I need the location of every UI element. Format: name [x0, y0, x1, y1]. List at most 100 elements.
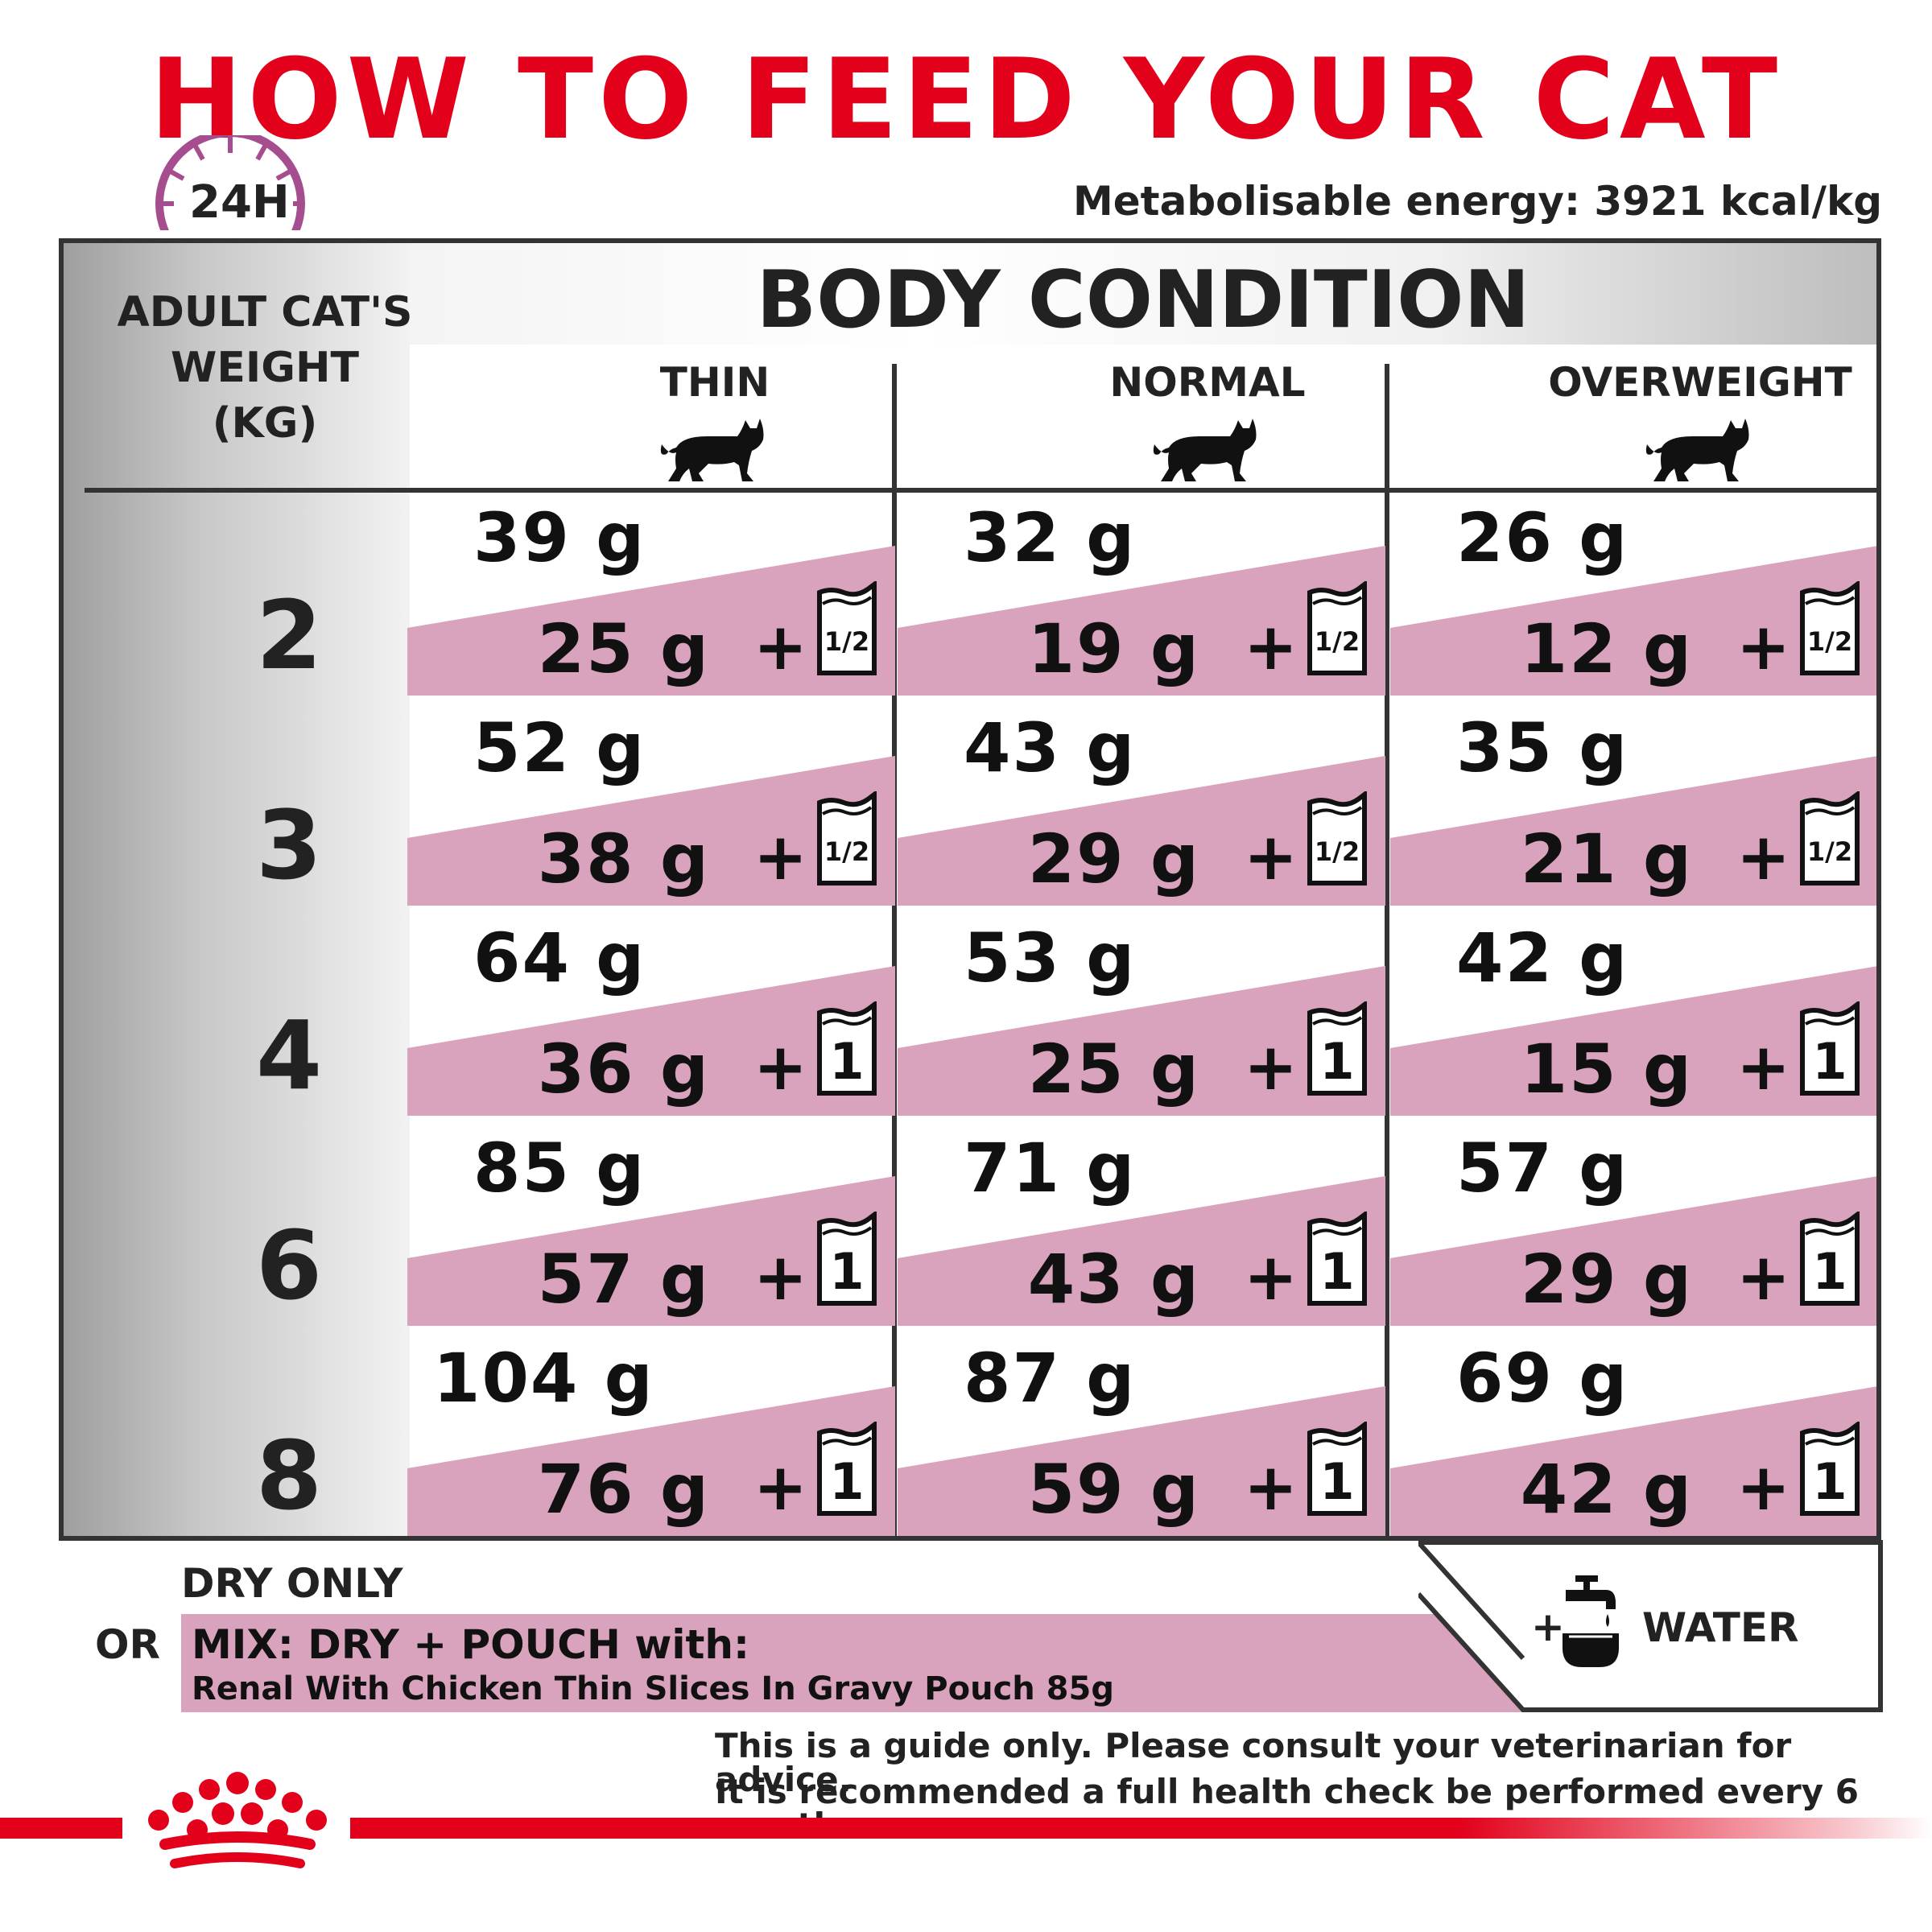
mix-wedge	[1390, 966, 1876, 1116]
pouch-icon: 1	[817, 1422, 877, 1516]
legend-dry-only: DRY ONLY	[181, 1560, 403, 1607]
mix-wedge	[407, 1386, 895, 1536]
mix-dry-amount: 42 g	[1520, 1450, 1693, 1529]
mix-wedge	[1390, 546, 1876, 696]
column-header-overweight: OVERWEIGHT	[1548, 359, 1852, 406]
ration-cell: 64 g 36 g +1	[407, 913, 895, 1116]
plus-sign: +	[1244, 1240, 1298, 1315]
dry-only-amount: 85 g	[473, 1129, 646, 1208]
mix-dry-amount: 25 g	[537, 609, 710, 688]
mix-wedge	[898, 966, 1385, 1116]
dry-only-amount: 42 g	[1456, 919, 1629, 997]
pouch-icon: 1	[817, 1001, 877, 1096]
ration-cell: 53 g 25 g +1	[898, 913, 1385, 1116]
ration-cell: 57 g 29 g +1	[1390, 1123, 1876, 1326]
plus-sign: +	[753, 819, 808, 894]
pouch-icon: 1	[1800, 1422, 1860, 1516]
row-weight-kg: 6	[255, 1210, 323, 1321]
mix-wedge	[1390, 756, 1876, 906]
pouch-quantity: 1	[829, 1452, 864, 1511]
legend-mix-title: MIX: DRY + POUCH with:	[192, 1621, 750, 1668]
clock-icon: 24H	[150, 129, 311, 279]
ration-cell: 52 g 38 g +1/2	[407, 703, 895, 906]
pouch-quantity: 1/2	[824, 626, 869, 657]
pouch-icon: 1/2	[1307, 791, 1367, 886]
mix-dry-amount: 43 g	[1027, 1240, 1200, 1319]
dry-only-amount: 52 g	[473, 708, 646, 787]
pouch-quantity: 1/2	[1315, 836, 1360, 867]
ration-cell: 43 g 29 g +1/2	[898, 703, 1385, 906]
plus-sign: +	[1736, 819, 1791, 894]
pouch-quantity: 1/2	[1807, 626, 1852, 657]
energy-note: Metabolisable energy: 3921 kcal/kg	[1073, 178, 1882, 225]
plus-sign: +	[1244, 1450, 1298, 1525]
cat-silhouette-icon	[1645, 419, 1749, 481]
mix-dry-amount: 12 g	[1520, 609, 1693, 688]
disclaimer-line: This is a guide only. Please consult you…	[715, 1726, 1792, 1799]
pouch-icon: 1/2	[817, 791, 877, 886]
water-plus: +	[1531, 1604, 1565, 1650]
ration-cell: 69 g 42 g +1	[1390, 1333, 1876, 1536]
feeding-table: ADULT CAT'S WEIGHT (KG) BODY CONDITION T…	[59, 238, 1881, 1541]
tap-water-bowl-icon	[1563, 1575, 1619, 1667]
royal-canin-crown-logo	[148, 1772, 327, 1868]
column-divider	[1385, 364, 1389, 1536]
plus-sign: +	[1244, 609, 1298, 684]
plus-sign: +	[753, 1030, 808, 1104]
pouch-quantity: 1	[1319, 1032, 1354, 1091]
dry-only-amount: 64 g	[473, 919, 646, 997]
pouch-quantity: 1	[1812, 1242, 1847, 1301]
mix-dry-amount: 25 g	[1027, 1030, 1200, 1108]
plus-sign: +	[1736, 1240, 1791, 1315]
mix-wedge	[898, 1386, 1385, 1536]
weight-column-bg	[64, 243, 410, 1536]
dry-only-amount: 104 g	[433, 1339, 654, 1418]
dry-only-amount: 57 g	[1456, 1129, 1629, 1208]
row-weight-kg: 4	[255, 1000, 323, 1111]
legend-or: OR	[95, 1621, 161, 1668]
mix-wedge	[407, 546, 895, 696]
pouch-icon: 1/2	[1800, 791, 1860, 886]
ration-cell: 71 g 43 g +1	[898, 1123, 1385, 1326]
body-condition-band	[410, 243, 1876, 345]
plus-sign: +	[1736, 1030, 1791, 1104]
pouch-quantity: 1	[1812, 1452, 1847, 1511]
mix-dry-amount: 29 g	[1520, 1240, 1693, 1319]
plus-sign: +	[1244, 819, 1298, 894]
body-condition-header: BODY CONDITION	[756, 254, 1530, 346]
plus-sign: +	[753, 1450, 808, 1525]
column-header-thin: THIN	[659, 359, 770, 406]
pouch-icon: 1/2	[817, 581, 877, 675]
column-divider	[892, 364, 897, 1536]
dry-only-amount: 35 g	[1456, 708, 1629, 787]
ration-cell: 26 g 12 g +1/2	[1390, 493, 1876, 696]
cat-silhouette-icon	[660, 419, 764, 481]
dry-only-amount: 43 g	[964, 708, 1137, 787]
page-title: HOW TO FEED YOUR CAT	[149, 35, 1783, 164]
pouch-icon: 1	[1800, 1001, 1860, 1096]
plus-sign: +	[1244, 1030, 1298, 1104]
mix-dry-amount: 29 g	[1027, 819, 1200, 898]
mix-wedge	[898, 756, 1385, 906]
column-header-normal: NORMAL	[1109, 359, 1306, 406]
legend-mix-band	[181, 1614, 1525, 1712]
mix-dry-amount: 21 g	[1520, 819, 1693, 898]
pouch-icon: 1/2	[1800, 581, 1860, 675]
pouch-icon: 1/2	[1307, 581, 1367, 675]
brand-bar	[350, 1818, 1932, 1839]
dry-only-amount: 69 g	[1456, 1339, 1629, 1418]
mix-wedge	[898, 546, 1385, 696]
row-weight-kg: 3	[255, 790, 323, 901]
pouch-quantity: 1	[1319, 1242, 1354, 1301]
ration-cell: 42 g 15 g +1	[1390, 913, 1876, 1116]
mix-wedge	[1390, 1386, 1876, 1536]
brand-bar	[0, 1818, 122, 1839]
pouch-quantity: 1	[829, 1032, 864, 1091]
mix-wedge	[1390, 1176, 1876, 1326]
plus-sign: +	[1736, 609, 1791, 684]
mix-dry-amount: 19 g	[1027, 609, 1200, 688]
pouch-icon: 1	[817, 1212, 877, 1306]
pouch-icon: 1	[1307, 1212, 1367, 1306]
plus-sign: +	[753, 609, 808, 684]
water-label: WATER	[1642, 1604, 1799, 1651]
